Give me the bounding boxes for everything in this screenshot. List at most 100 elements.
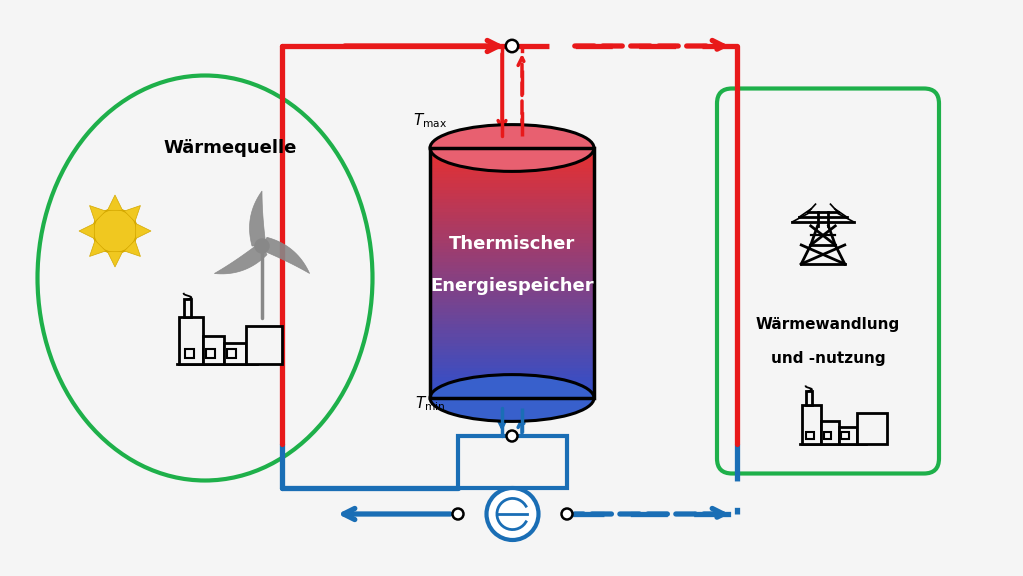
Bar	[430, 226, 594, 229]
Bar	[430, 332, 594, 335]
Bar	[184, 300, 191, 316]
Bar	[430, 270, 594, 273]
Bar	[185, 349, 194, 358]
Bar	[430, 229, 594, 232]
Bar	[430, 242, 594, 245]
Text: Thermischer: Thermischer	[449, 235, 575, 253]
Bar	[430, 298, 594, 301]
Text: $T_{\rm max}$: $T_{\rm max}$	[413, 112, 447, 130]
Bar	[226, 349, 236, 358]
Bar	[806, 391, 812, 405]
Bar	[430, 326, 594, 329]
Bar	[430, 313, 594, 317]
Bar	[802, 405, 821, 444]
Polygon shape	[124, 240, 140, 256]
Bar	[430, 289, 594, 292]
Bar	[430, 363, 594, 367]
Text: Energiespeicher: Energiespeicher	[431, 277, 593, 295]
Circle shape	[487, 488, 538, 540]
Bar	[430, 257, 594, 260]
Bar	[430, 323, 594, 326]
Bar	[430, 210, 594, 214]
Bar	[430, 317, 594, 320]
Bar	[179, 316, 203, 364]
Bar	[839, 427, 857, 444]
Bar	[430, 282, 594, 286]
Bar	[430, 345, 594, 348]
Polygon shape	[90, 240, 105, 256]
Ellipse shape	[430, 124, 594, 172]
Bar	[430, 201, 594, 204]
Polygon shape	[250, 191, 266, 246]
Bar	[430, 248, 594, 251]
Circle shape	[93, 209, 137, 253]
Bar	[430, 251, 594, 254]
Bar	[430, 245, 594, 248]
Bar	[841, 431, 849, 439]
Bar	[430, 267, 594, 270]
Bar	[247, 326, 282, 364]
Bar	[430, 238, 594, 242]
Bar	[430, 304, 594, 308]
Bar	[458, 436, 567, 488]
Bar	[430, 320, 594, 323]
Bar	[430, 395, 594, 398]
Bar	[430, 348, 594, 351]
Bar	[430, 204, 594, 207]
Text: und -nutzung: und -nutzung	[770, 351, 885, 366]
Bar	[430, 161, 594, 164]
Bar	[430, 254, 594, 257]
FancyBboxPatch shape	[717, 89, 939, 473]
Bar	[430, 351, 594, 354]
Bar	[430, 310, 594, 313]
Bar	[430, 195, 594, 198]
Bar	[430, 367, 594, 370]
Bar	[430, 276, 594, 279]
Bar	[430, 339, 594, 342]
Bar	[430, 170, 594, 173]
Bar	[430, 295, 594, 298]
Bar	[430, 185, 594, 188]
Bar	[430, 279, 594, 282]
Bar	[430, 342, 594, 345]
Bar	[430, 217, 594, 220]
Bar	[430, 214, 594, 217]
Polygon shape	[90, 206, 105, 222]
Circle shape	[452, 509, 463, 520]
Bar	[430, 382, 594, 385]
Bar	[430, 148, 594, 151]
Bar	[430, 385, 594, 389]
Bar	[430, 192, 594, 195]
Bar	[224, 343, 247, 364]
Text: $T_{\rm min}$: $T_{\rm min}$	[414, 395, 445, 414]
Bar	[430, 207, 594, 210]
Bar	[430, 286, 594, 289]
Bar	[430, 379, 594, 382]
Bar	[430, 264, 594, 267]
Bar	[430, 166, 594, 170]
Text: Wärmewandlung: Wärmewandlung	[756, 316, 900, 332]
Bar	[430, 354, 594, 357]
Bar	[806, 431, 814, 439]
Bar	[430, 157, 594, 161]
Circle shape	[505, 40, 519, 52]
Bar	[430, 376, 594, 379]
Bar	[206, 349, 215, 358]
Bar	[857, 413, 887, 444]
Polygon shape	[79, 223, 94, 238]
Circle shape	[506, 430, 518, 441]
Bar	[821, 420, 839, 444]
Bar	[430, 154, 594, 157]
Bar	[430, 223, 594, 226]
Bar	[430, 179, 594, 183]
Bar	[430, 335, 594, 339]
Bar	[430, 198, 594, 201]
Bar	[430, 373, 594, 376]
Bar	[430, 173, 594, 176]
Polygon shape	[260, 237, 310, 274]
Polygon shape	[124, 206, 140, 222]
Bar	[430, 176, 594, 179]
Bar	[430, 292, 594, 295]
Bar	[430, 232, 594, 236]
Bar	[430, 148, 594, 398]
